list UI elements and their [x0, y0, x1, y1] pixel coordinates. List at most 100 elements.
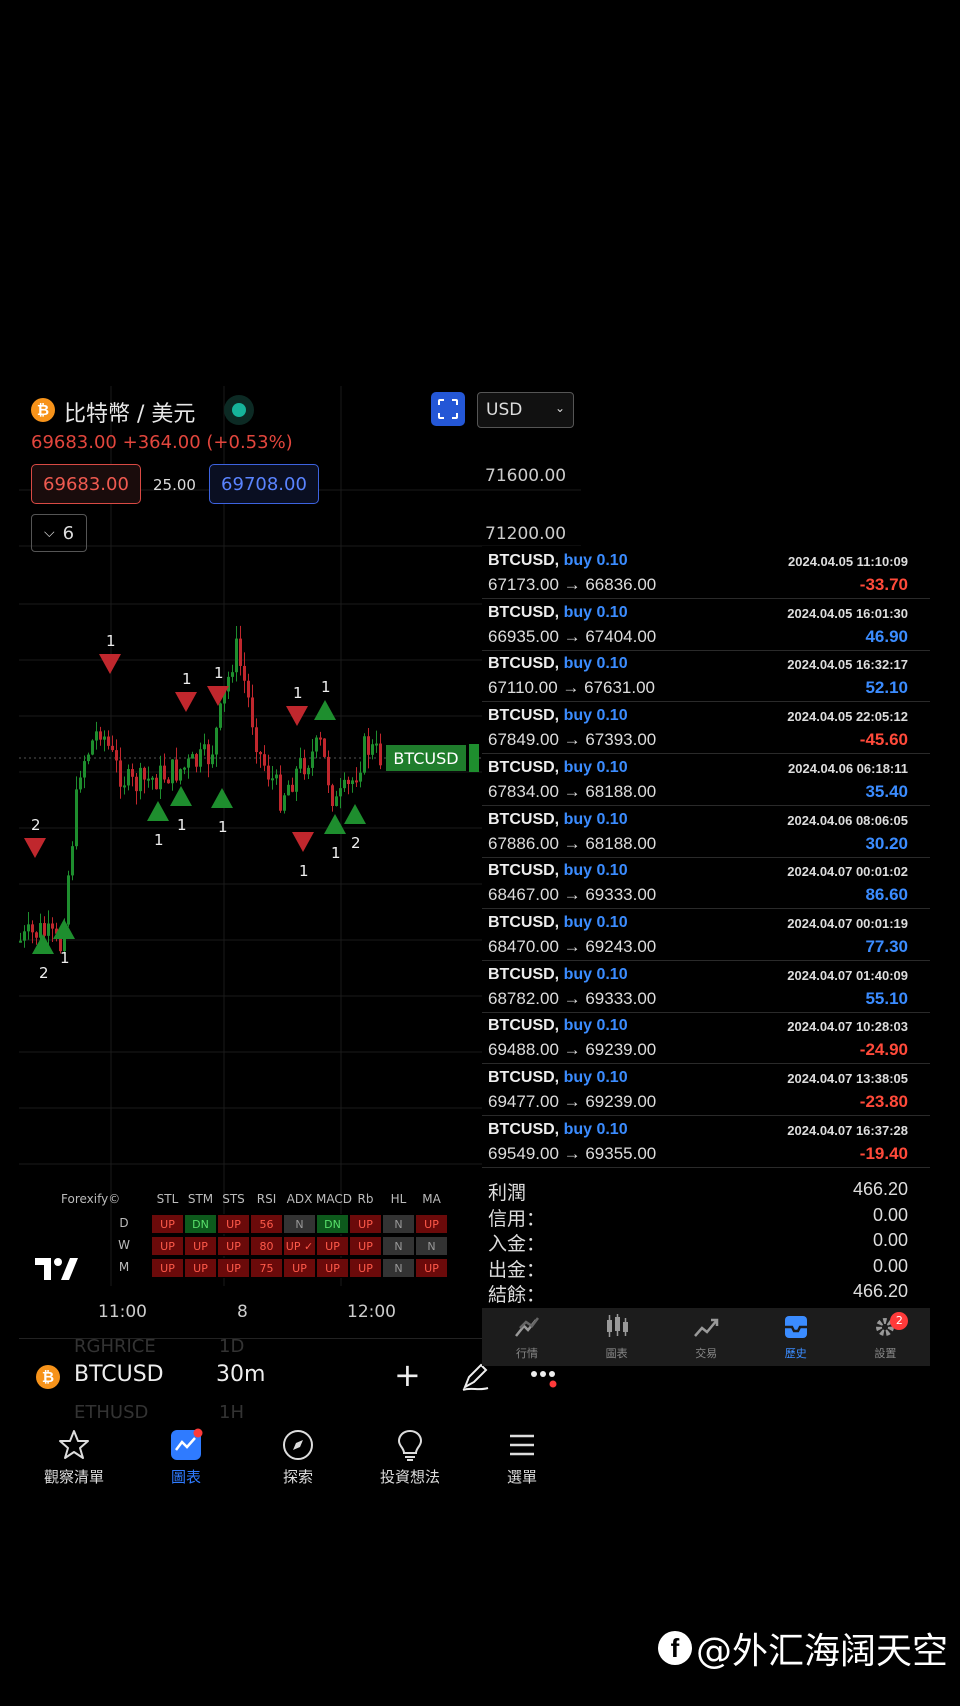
- ghost-symbol: RGHRICE: [74, 1336, 156, 1357]
- facebook-icon: f: [657, 1631, 692, 1665]
- candle-body: [139, 767, 142, 792]
- signal-cell: 56: [250, 1214, 283, 1234]
- candle-body: [203, 744, 206, 750]
- signal-cell: UP: [349, 1214, 382, 1234]
- candle-body: [183, 767, 186, 770]
- nav-item-explore[interactable]: 探索: [243, 1428, 353, 1487]
- indicators-toggle[interactable]: ⌵ 6: [31, 514, 87, 552]
- signal-cell: UP: [316, 1258, 349, 1278]
- candle-body: [35, 932, 38, 938]
- candle-body: [307, 767, 310, 775]
- nav-item-watchlist[interactable]: 觀察清單: [19, 1428, 129, 1487]
- signal-count-label: 1: [60, 949, 70, 967]
- signal-timeframe: D: [119, 1216, 129, 1230]
- candle-body: [331, 785, 334, 807]
- price-quote: 69683.00 +364.00 (+0.53%): [31, 432, 293, 453]
- fullscreen-button[interactable]: [431, 392, 465, 426]
- buy-price-button[interactable]: 69708.00: [209, 464, 319, 504]
- buy-signal-arrow: [314, 700, 336, 720]
- chevron-down-icon: ⌄: [554, 401, 565, 415]
- symbol-selector[interactable]: BTCUSD: [74, 1362, 164, 1387]
- summary-label: 出金：: [488, 1258, 546, 1281]
- buy-signal-arrow: [170, 786, 192, 806]
- trade-prices: 67886.00 → 68188.00: [488, 833, 657, 853]
- history-tab-candles[interactable]: 圖表: [572, 1312, 662, 1361]
- trade-symbol: BTCUSD, buy 0.10: [488, 1069, 628, 1087]
- nav-label: 圖表: [170, 1468, 201, 1486]
- signal-count-label: 1: [154, 831, 164, 849]
- symbol-title[interactable]: 比特幣 / 美元: [64, 402, 196, 427]
- history-tab-history[interactable]: 歷史: [751, 1312, 841, 1361]
- candle-body: [163, 765, 166, 780]
- trade-row[interactable]: BTCUSD, buy 0.10 2024.04.06 06:18:11 67834…: [482, 753, 930, 806]
- candle-body: [207, 744, 210, 765]
- signal-cell: UP: [283, 1258, 316, 1278]
- trade-row[interactable]: BTCUSD, buy 0.10 2024.04.05 16:32:17 67110…: [482, 649, 930, 703]
- signal-cell: UP: [151, 1236, 184, 1256]
- trade-row[interactable]: BTCUSD, buy 0.10 2024.04.05 11:10:09 67173…: [482, 546, 930, 599]
- trade-row[interactable]: BTCUSD, buy 0.10 2024.04.05 22:05:12 67849…: [482, 701, 930, 755]
- buy-signal-arrow: [211, 788, 233, 808]
- trade-row[interactable]: BTCUSD, buy 0.10 2024.04.07 16:37:28 69549…: [482, 1115, 930, 1168]
- trade-row[interactable]: BTCUSD, buy 0.10 2024.04.07 10:28:03 69488…: [482, 1011, 930, 1065]
- candle-body: [251, 697, 254, 728]
- candle-body: [271, 778, 274, 781]
- divider: [19, 1338, 581, 1339]
- signal-column-header: ADX: [286, 1192, 313, 1206]
- trade-symbol-text: BTCUSD,: [488, 603, 560, 621]
- nav-item-menu[interactable]: 選單: [467, 1428, 577, 1487]
- quotes-icon: [515, 1317, 539, 1337]
- trade-side: buy 0.10: [563, 965, 628, 983]
- trade-row[interactable]: BTCUSD, buy 0.10 2024.04.05 16:01:30 66935…: [482, 598, 930, 651]
- trade-time: 2024.04.07 01:40:09: [787, 967, 908, 983]
- trade-symbol: BTCUSD, buy 0.10: [488, 707, 628, 725]
- history-tab-gear[interactable]: 設置 2: [840, 1312, 930, 1361]
- nav-item-chart[interactable]: 圖表: [131, 1428, 241, 1487]
- draw-tool-icon[interactable]: [459, 1361, 491, 1393]
- trade-time: 2024.04.06 06:18:11: [788, 760, 908, 776]
- signal-column-header: HL: [390, 1192, 407, 1206]
- signal-column-header: Rb: [357, 1192, 374, 1206]
- history-tab-trade[interactable]: 交易: [661, 1312, 751, 1361]
- trade-side: buy 0.10: [563, 707, 628, 725]
- signal-count-label: 2: [39, 964, 49, 982]
- candle-body: [31, 924, 34, 933]
- trade-row[interactable]: BTCUSD, buy 0.10 2024.04.07 13:38:05 69477…: [482, 1063, 930, 1116]
- fullscreen-icon: [438, 399, 458, 419]
- signal-count-label: 1: [331, 844, 341, 862]
- candle-body: [279, 774, 282, 811]
- nav-item-ideas[interactable]: 投資想法: [355, 1428, 465, 1487]
- signal-table-brand: Forexify©: [61, 1192, 121, 1206]
- sell-price-button[interactable]: 69683.00: [31, 464, 141, 504]
- currency-select[interactable]: USD ⌄: [477, 392, 574, 428]
- summary-value: 0.00: [872, 1230, 908, 1250]
- candle-body: [351, 780, 354, 785]
- candle-body: [303, 757, 306, 775]
- trade-profit: -33.70: [859, 575, 908, 594]
- trade-side: buy 0.10: [563, 1069, 628, 1086]
- trade-row[interactable]: BTCUSD, buy 0.10 2024.04.07 01:40:09 68782…: [482, 960, 930, 1013]
- candle-body: [283, 795, 286, 811]
- candle-body: [111, 745, 114, 751]
- trade-row[interactable]: BTCUSD, buy 0.10 2024.04.06 08:06:05 67886…: [482, 805, 930, 858]
- trade-symbol: BTCUSD, buy 0.10: [488, 1121, 628, 1139]
- trade-side: buy 0.10: [563, 603, 628, 621]
- candle-body: [119, 760, 122, 787]
- trade-row[interactable]: BTCUSD, buy 0.10 2024.04.07 00:01:19 68470…: [482, 908, 930, 961]
- add-icon[interactable]: +: [394, 1356, 421, 1394]
- candle-body: [247, 680, 250, 698]
- candle-body: [335, 796, 338, 807]
- more-icon[interactable]: [529, 1362, 565, 1396]
- history-tab-label: 圖表: [605, 1347, 628, 1360]
- timeframe-selector[interactable]: 30m: [216, 1362, 266, 1387]
- history-tab-quotes[interactable]: 行情: [482, 1312, 572, 1361]
- candle-body: [143, 767, 146, 780]
- nav-label: 投資想法: [379, 1468, 440, 1486]
- history-tab-label: 設置: [874, 1347, 897, 1360]
- signal-count-label: 1: [293, 684, 303, 702]
- candle-body: [379, 743, 382, 766]
- trade-row[interactable]: BTCUSD, buy 0.10 2024.04.07 00:01:02 68467…: [482, 856, 930, 910]
- candle-body: [51, 923, 54, 929]
- trade-side: buy 0.10: [563, 655, 628, 673]
